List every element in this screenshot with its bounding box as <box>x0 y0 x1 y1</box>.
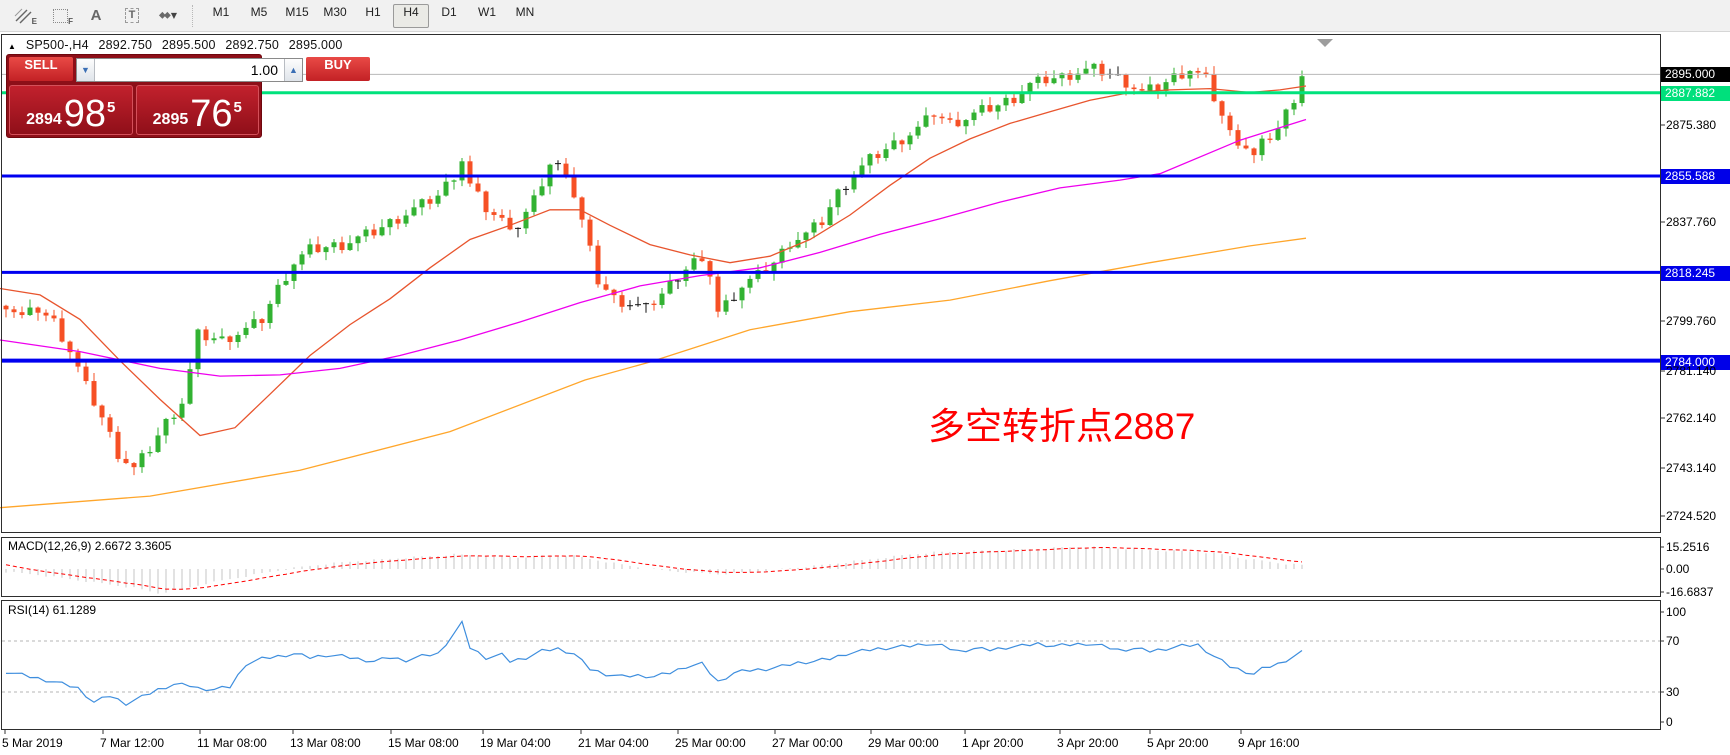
text-label-tool-button[interactable]: T <box>114 3 150 29</box>
timeframe-w1[interactable]: W1 <box>478 4 496 19</box>
timeframe-m5[interactable]: M5 <box>250 4 268 19</box>
ohlc-open: 2892.750 <box>98 38 153 52</box>
ohlc-close: 2895.000 <box>288 38 343 52</box>
ma-slow-orange <box>0 237 1307 509</box>
sell-button[interactable]: SELL <box>9 57 73 81</box>
text-label-icon: T <box>124 8 140 23</box>
buy-button[interactable]: BUY <box>306 57 370 81</box>
timeframe-h4[interactable]: H4 <box>393 3 429 28</box>
chevron-down-icon: ▼ <box>170 11 178 20</box>
bid-price-main: 98 <box>63 93 107 135</box>
bid-price-tile[interactable]: 2894 98 5 <box>9 85 133 135</box>
tool-sub-label: F <box>68 16 73 26</box>
fibonacci-grid-tool-button[interactable]: F <box>42 3 78 29</box>
timeframe-m15[interactable]: M15 <box>285 4 309 19</box>
timeframe-h1[interactable]: H1 <box>365 4 381 19</box>
bid-price-prefix: 2894 <box>26 111 62 128</box>
macd-indicator-label: MACD(12,26,9) 2.6672 3.3605 <box>8 539 172 553</box>
symbol-period: SP500-,H4 <box>25 38 89 52</box>
ma-mid-magenta <box>0 118 1307 377</box>
volume-decrease-button[interactable]: ▼ <box>77 59 95 81</box>
chart-shift-marker-icon[interactable] <box>1317 39 1333 47</box>
timeframe-m30[interactable]: M30 <box>323 4 347 19</box>
arrow-objects-tool-button[interactable]: ⬥⬥ ▼ <box>150 3 186 29</box>
timeframe-bar: M1 M5 M15 M30 H1 H4 D1 W1 MN <box>203 3 543 28</box>
ohlc-high: 2895.500 <box>161 38 216 52</box>
chart-annotation-text[interactable]: 多空转折点2887 <box>928 406 1196 447</box>
ask-price-sup: 5 <box>233 99 242 116</box>
timeframe-d1[interactable]: D1 <box>441 4 457 19</box>
volume-stepper: ▼ ▲ <box>76 58 303 82</box>
timeframe-m1[interactable]: M1 <box>212 4 230 19</box>
toolbar: E F A T ⬥⬥ ▼ M1 M5 M15 M30 H1 H4 D1 W1 MN <box>0 0 1730 32</box>
macd-signal-line <box>5 546 1303 590</box>
ohlc-low: 2892.750 <box>225 38 280 52</box>
volume-increase-button[interactable]: ▲ <box>284 59 302 81</box>
bid-price-sup: 5 <box>107 99 116 116</box>
chart-title: ▲ SP500-,H4 2892.750 2895.500 2892.750 2… <box>8 38 349 52</box>
text-tool-icon: A <box>90 7 102 24</box>
volume-input[interactable] <box>95 59 284 81</box>
timeframe-mn[interactable]: MN <box>515 4 535 19</box>
ma-fast-red <box>0 85 1307 437</box>
grid-icon <box>52 8 68 23</box>
rsi-indicator-label: RSI(14) 61.1289 <box>8 603 97 617</box>
text-tool-button[interactable]: A <box>78 3 114 29</box>
trendlines-icon <box>14 8 32 23</box>
draw-lines-tool-button[interactable]: E <box>6 3 42 29</box>
tool-sub-label: E <box>31 16 37 26</box>
toolbar-separator <box>192 4 194 27</box>
arrow-objects-icon: ⬥⬥ <box>158 10 171 21</box>
ask-price-prefix: 2895 <box>152 111 189 128</box>
ask-price-main: 76 <box>190 93 233 135</box>
ask-price-tile[interactable]: 2895 76 5 <box>135 85 259 135</box>
rsi-line <box>5 620 1303 707</box>
trade-panel-collapse-triangle[interactable]: ▲ <box>8 42 17 51</box>
